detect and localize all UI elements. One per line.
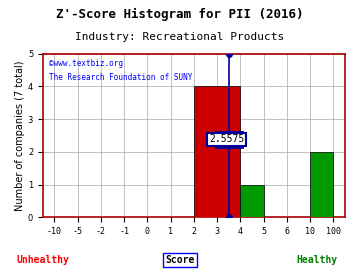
Text: Score: Score: [165, 255, 195, 265]
Bar: [310, 152, 333, 217]
Text: 2.5575: 2.5575: [209, 134, 244, 144]
Text: Healthy: Healthy: [296, 255, 337, 265]
Text: Unhealthy: Unhealthy: [17, 255, 69, 265]
Bar: [194, 86, 240, 217]
Text: The Research Foundation of SUNY: The Research Foundation of SUNY: [49, 73, 192, 82]
Bar: [240, 185, 264, 217]
Text: Industry: Recreational Products: Industry: Recreational Products: [75, 32, 285, 42]
Text: ©www.textbiz.org: ©www.textbiz.org: [49, 59, 123, 68]
Text: Z'-Score Histogram for PII (2016): Z'-Score Histogram for PII (2016): [56, 8, 304, 21]
Y-axis label: Number of companies (7 total): Number of companies (7 total): [15, 60, 25, 211]
